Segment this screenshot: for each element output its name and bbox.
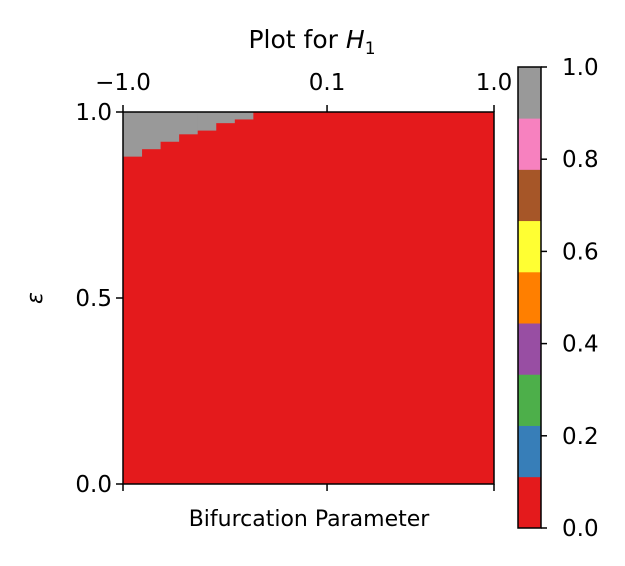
grey-region-step-6 — [234, 112, 254, 120]
x-axis-label: Bifurcation Parameter — [189, 507, 431, 532]
colorbar-tick-label: 0.0 — [562, 516, 599, 542]
colorbar-frame — [517, 66, 542, 529]
x-axis-ticks: −1.0 0.1 1.0 — [95, 70, 512, 491]
grey-region-step-4 — [197, 112, 217, 131]
colorbar-segment-3 — [518, 323, 541, 375]
y-tick-label: 0.5 — [75, 286, 112, 312]
colorbar-segment-1 — [518, 425, 541, 478]
grey-region-step-3 — [178, 112, 198, 135]
y-tick-label: 0.0 — [75, 472, 112, 498]
colorbar-tick-label: 1.0 — [562, 55, 599, 81]
grey-region-step-2 — [160, 112, 180, 142]
colorbar-segment-8 — [518, 67, 541, 119]
x-tick-label: 1.0 — [476, 70, 513, 96]
y-axis-ticks: 0.0 0.5 1.0 — [75, 100, 123, 498]
y-axis-label: ε — [23, 292, 48, 304]
heatmap-plot — [122, 111, 495, 485]
colorbar-segment-4 — [518, 271, 541, 324]
x-tick-label: 0.1 — [309, 70, 346, 96]
x-tick-label: −1.0 — [95, 70, 151, 96]
colorbar-tick-label: 0.2 — [562, 424, 599, 450]
colorbar-segment-7 — [518, 118, 541, 170]
colorbar-ticks: 0.0 0.2 0.4 0.6 0.8 1.0 — [541, 55, 599, 542]
chart-title: Plot for H1 — [248, 25, 375, 59]
grey-region-step-0 — [123, 112, 143, 157]
colorbar-tick-label: 0.4 — [562, 332, 599, 358]
grey-region-step-1 — [141, 112, 161, 150]
colorbar-segment-6 — [518, 169, 541, 222]
heatmap-background — [123, 112, 494, 484]
colorbar-segment-2 — [518, 374, 541, 426]
grey-region-step-5 — [215, 112, 235, 124]
colorbar-segment-0 — [518, 476, 541, 529]
y-tick-label: 1.0 — [75, 100, 112, 126]
colorbar-tick-label: 0.8 — [562, 147, 599, 173]
colorbar-tick-label: 0.6 — [562, 239, 599, 265]
colorbar-segment-5 — [518, 220, 541, 273]
colorbar — [517, 66, 542, 529]
grey-region — [123, 112, 254, 157]
